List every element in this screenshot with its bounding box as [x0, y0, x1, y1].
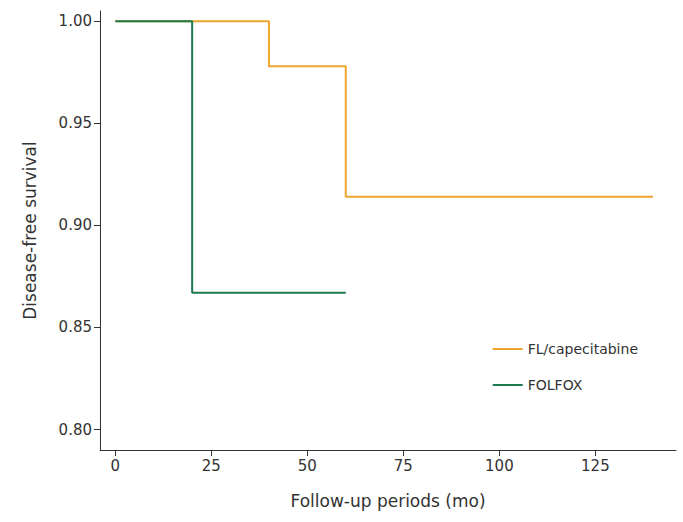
svg-text:125: 125 — [581, 457, 610, 475]
svg-text:25: 25 — [202, 457, 221, 475]
svg-text:0.90: 0.90 — [59, 216, 92, 234]
svg-text:0.80: 0.80 — [59, 421, 92, 439]
svg-text:100: 100 — [485, 457, 514, 475]
svg-text:Disease-free survival: Disease-free survival — [20, 141, 40, 320]
svg-text:0.95: 0.95 — [59, 114, 92, 132]
svg-text:1.00: 1.00 — [59, 12, 92, 30]
svg-text:0: 0 — [111, 457, 121, 475]
svg-text:50: 50 — [298, 457, 317, 475]
svg-text:75: 75 — [394, 457, 413, 475]
svg-text:0.85: 0.85 — [59, 318, 92, 336]
svg-text:FL/capecitabine: FL/capecitabine — [528, 341, 638, 357]
svg-text:FOLFOX: FOLFOX — [528, 377, 583, 393]
svg-text:Follow-up periods (mo): Follow-up periods (mo) — [290, 491, 485, 511]
